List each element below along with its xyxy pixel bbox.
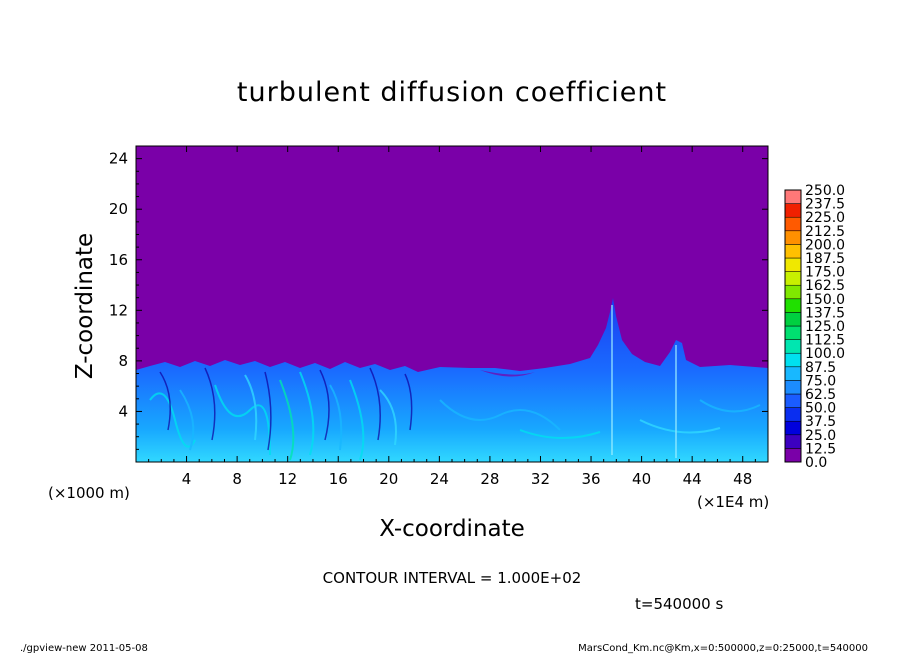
x-tick-label: 32 bbox=[531, 470, 550, 488]
colorbar bbox=[784, 189, 802, 463]
colorbar-level-label: 150.0 bbox=[805, 292, 845, 308]
chart-title: turbulent diffusion coefficient bbox=[237, 77, 667, 108]
colorbar-frame bbox=[784, 189, 802, 463]
x-tick-label: 20 bbox=[379, 470, 398, 488]
colorbar-level-label: 237.5 bbox=[805, 197, 845, 213]
colorbar-swatch bbox=[784, 339, 802, 354]
x-tick-label: 44 bbox=[683, 470, 702, 488]
colorbar-level-label: 50.0 bbox=[805, 401, 836, 417]
colorbar-swatch bbox=[784, 257, 802, 272]
y-tick-label: 20 bbox=[109, 200, 128, 218]
colorbar-swatch bbox=[784, 420, 802, 436]
y-axis-title: Z-coordinate bbox=[72, 233, 98, 379]
colorbar-swatch bbox=[784, 380, 802, 395]
footer-right: MarsCond_Km.nc@Km,x=0:500000,z=0:25000,t… bbox=[578, 643, 868, 654]
colorbar-swatch bbox=[784, 203, 802, 218]
colorbar-swatch bbox=[784, 271, 802, 286]
y-tick-label: 8 bbox=[118, 352, 128, 370]
y-tick-label: 24 bbox=[109, 150, 128, 168]
x-tick-label: 12 bbox=[278, 470, 297, 488]
colorbar-swatch bbox=[784, 284, 802, 300]
colorbar-swatch bbox=[784, 189, 802, 204]
x-tick-label: 4 bbox=[182, 470, 192, 488]
colorbar-swatch bbox=[784, 298, 802, 313]
colorbar-level-label: 112.5 bbox=[805, 333, 845, 349]
colorbar-level-label: 75.0 bbox=[805, 373, 836, 389]
x-tick-label: 36 bbox=[581, 470, 600, 488]
colorbar-labels: 0.012.525.037.550.062.575.087.5100.0112.… bbox=[805, 183, 845, 471]
y-tick-label: 16 bbox=[109, 251, 128, 269]
colorbar-level-label: 62.5 bbox=[805, 387, 836, 403]
colorbar-level-label: 225.0 bbox=[805, 210, 845, 226]
x-tick-label: 16 bbox=[329, 470, 348, 488]
colorbar-level-label: 162.5 bbox=[805, 278, 845, 294]
x-tick-label: 48 bbox=[733, 470, 752, 488]
colorbar-swatch bbox=[784, 393, 802, 408]
contour-interval: CONTOUR INTERVAL = 1.000E+02 bbox=[323, 569, 582, 587]
colorbar-swatch bbox=[784, 325, 802, 340]
upper-dip bbox=[480, 370, 535, 377]
y-tick-label: 12 bbox=[109, 301, 128, 319]
colorbar-level-label: 250.0 bbox=[805, 183, 845, 199]
colorbar-level-label: 87.5 bbox=[805, 360, 836, 376]
x-unit-right: (×1E4 m) bbox=[697, 493, 769, 511]
colorbar-level-label: 100.0 bbox=[805, 346, 845, 362]
colorbar-level-label: 37.5 bbox=[805, 414, 836, 430]
turbulent-eddies bbox=[149, 305, 761, 461]
colorbar-level-label: 125.0 bbox=[805, 319, 845, 335]
time-label: t=540000 s bbox=[635, 595, 723, 613]
x-unit-left: (×1000 m) bbox=[48, 484, 130, 502]
colorbar-swatch bbox=[784, 407, 802, 422]
plot-area bbox=[136, 146, 768, 462]
x-tick-label: 40 bbox=[632, 470, 651, 488]
x-tick-label: 24 bbox=[430, 470, 449, 488]
colorbar-swatch bbox=[784, 366, 802, 381]
colorbar-swatch bbox=[784, 244, 802, 259]
x-tick-label: 8 bbox=[232, 470, 242, 488]
footer-left: ./gpview-new 2011-05-08 bbox=[20, 643, 148, 654]
x-axis-title: X-coordinate bbox=[379, 516, 525, 542]
colorbar-level-label: 212.5 bbox=[805, 224, 845, 240]
y-tick-label: 4 bbox=[118, 402, 128, 420]
colorbar-swatch bbox=[784, 434, 802, 449]
colorbar-level-label: 175.0 bbox=[805, 265, 845, 281]
colorbar-swatch bbox=[784, 312, 802, 327]
dark-streaks bbox=[159, 367, 413, 451]
x-tick-label: 28 bbox=[480, 470, 499, 488]
colorbar-swatch bbox=[784, 352, 802, 368]
boundary-layer-field bbox=[136, 298, 768, 462]
colorbar-level-label: 137.5 bbox=[805, 305, 845, 321]
colorbar-level-label: 25.0 bbox=[805, 428, 836, 444]
colorbar-level-label: 187.5 bbox=[805, 251, 845, 267]
colorbar-level-label: 12.5 bbox=[805, 441, 836, 457]
colorbar-level-label: 0.0 bbox=[805, 455, 827, 471]
y-axis: 4 8 12 16 20 24 bbox=[109, 150, 768, 450]
x-axis: 4 8 12 16 20 24 28 32 36 40 44 48 bbox=[148, 146, 756, 488]
colorbar-level-label: 200.0 bbox=[805, 237, 845, 253]
colorbar-swatch bbox=[784, 216, 802, 232]
colorbar-swatch bbox=[784, 448, 802, 463]
colorbar-swatch bbox=[784, 230, 802, 245]
